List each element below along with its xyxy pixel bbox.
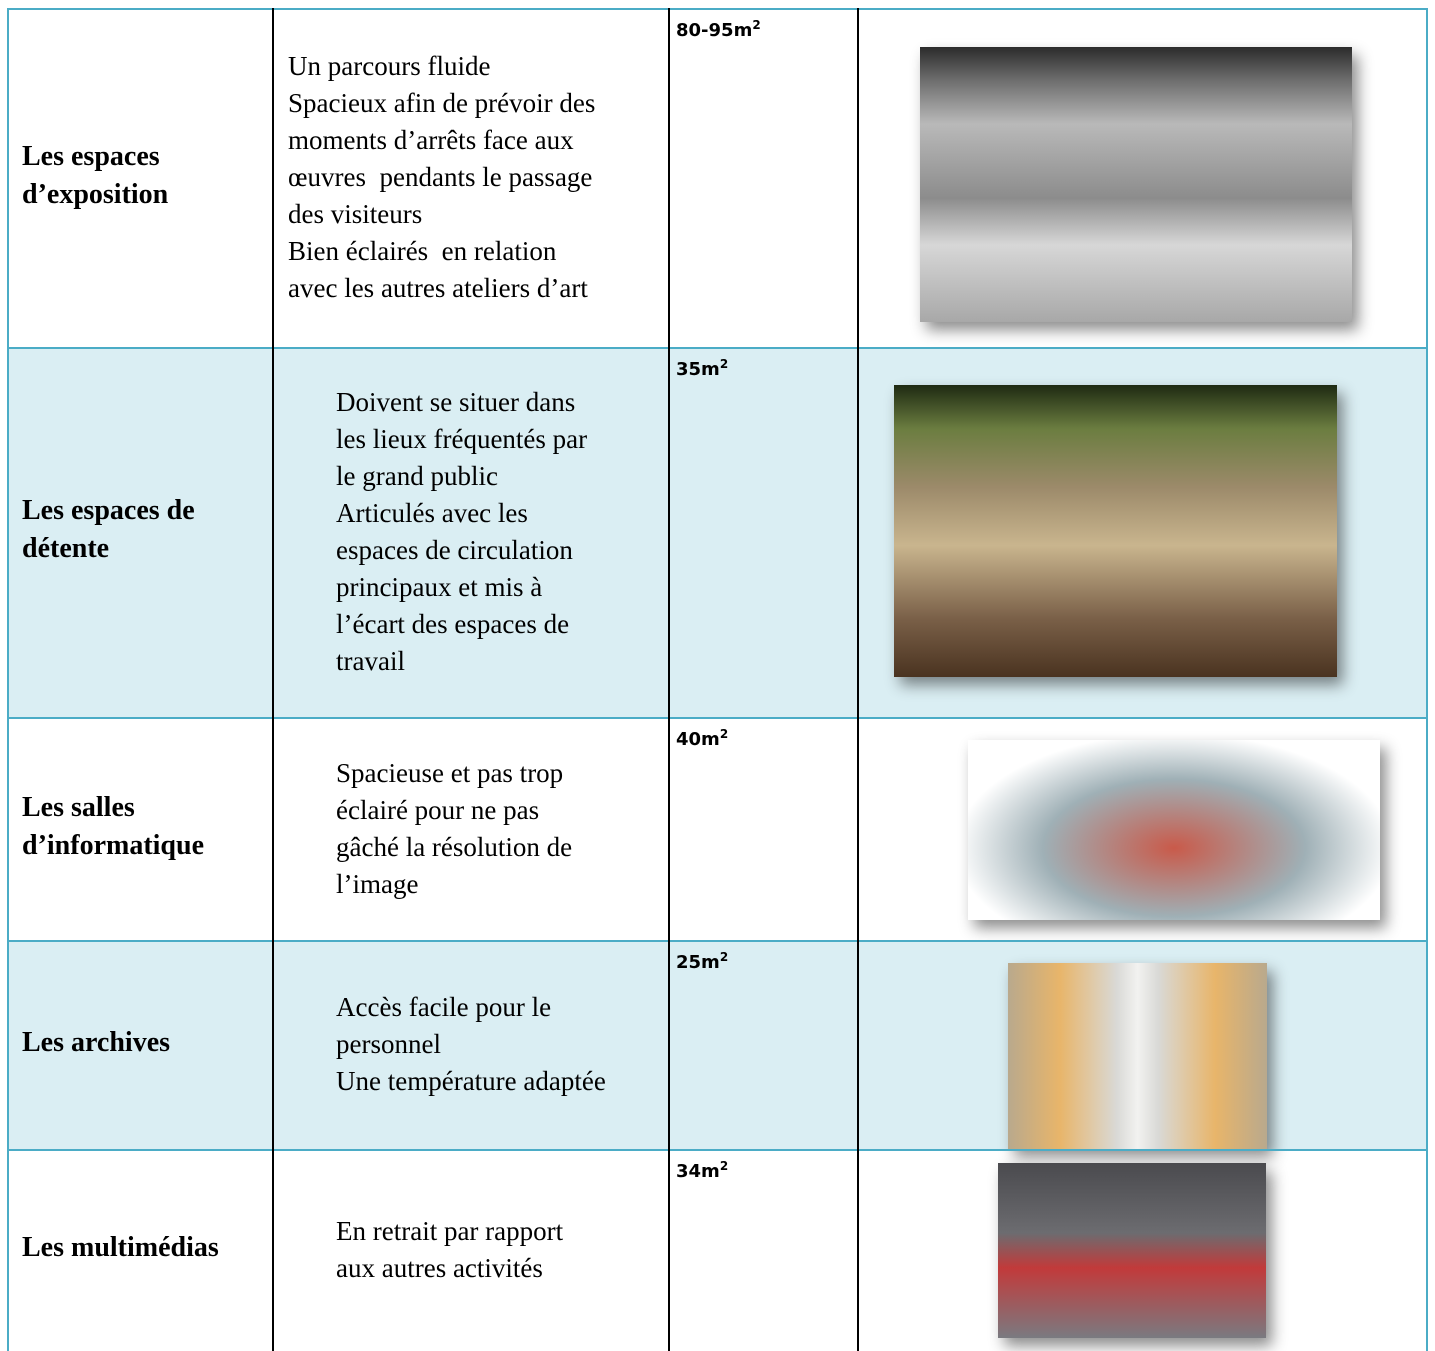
area-exponent: 2 — [752, 18, 761, 32]
description-line: gâché la résolution de — [336, 831, 573, 862]
row-name: Les archives — [22, 1024, 170, 1062]
description-line: Spacieuse et pas trop — [336, 757, 564, 788]
table-row: Les multimédias En retrait par rapport aux… — [8, 1149, 1427, 1351]
row-name: Les espaces d’exposition — [22, 138, 168, 214]
name-line: détente — [22, 533, 110, 564]
name-line: Les espaces — [22, 140, 160, 172]
name-line: Les salles — [22, 791, 135, 823]
description-line: aux autres activités — [336, 1253, 543, 1283]
name-line: Les multimédias — [22, 1232, 219, 1263]
name-line: d’exposition — [22, 178, 169, 210]
row-area: 34m2 — [676, 1159, 728, 1182]
description-line: Spacieux afin de prévoir des — [288, 88, 596, 118]
row-photo — [894, 385, 1337, 677]
description-line: principaux et mis à — [336, 572, 543, 602]
area-exponent: 2 — [719, 1159, 729, 1173]
area-exponent: 2 — [719, 727, 729, 741]
description-line: Accès facile pour le — [336, 992, 552, 1022]
description-line: moments d’arrêts face aux — [288, 125, 574, 155]
row-description: Un parcours fluide Spacieux afin de prévo… — [288, 48, 595, 307]
row-photo — [998, 1163, 1266, 1338]
row-description: Accès facile pour le personnel Une tempéra… — [336, 989, 606, 1100]
row-description: Spacieuse et pas trop éclairé pour ne pas… — [336, 755, 572, 903]
description-line: En retrait par rapport — [336, 1216, 564, 1246]
description-line: Bien éclairés en relation — [288, 236, 557, 266]
row-name: Les salles d’informatique — [22, 789, 204, 865]
row-description: En retrait par rapport aux autres activit… — [336, 1213, 563, 1287]
column-divider — [857, 8, 859, 1351]
column-divider — [668, 8, 670, 1351]
table-row: Les espaces d’exposition Un parcours fluid… — [8, 8, 1427, 347]
row-area: 35m2 — [676, 357, 728, 380]
column-divider — [272, 8, 274, 1351]
name-line: d’informatique — [22, 829, 204, 861]
description-line: travail — [336, 646, 405, 676]
table-edge — [1426, 8, 1428, 1351]
description-line: œuvres pendants le passage — [288, 162, 593, 192]
table-row: Les salles d’informatique Spacieuse et pas… — [8, 717, 1427, 940]
area-text: 34m — [676, 1161, 720, 1182]
table-edge — [7, 8, 9, 1351]
name-line: Les archives — [22, 1026, 171, 1058]
description-line: les lieux fréquentés par — [336, 424, 588, 454]
area-text: 35m — [676, 359, 720, 380]
row-area: 25m2 — [676, 950, 728, 973]
area-exponent: 2 — [719, 357, 729, 371]
area-text: 25m — [676, 952, 720, 973]
row-name: Les espaces de détente — [22, 492, 195, 568]
row-description: Doivent se situer dans les lieux fréquent… — [336, 384, 587, 680]
row-photo — [1008, 963, 1267, 1149]
description-line: éclairé pour ne pas — [336, 794, 540, 825]
area-text: 80-95m — [676, 20, 753, 41]
description-line: personnel — [336, 1029, 441, 1059]
description-line: avec les autres ateliers d’art — [288, 273, 588, 303]
area-text: 40m — [676, 729, 720, 750]
description-line: l’écart des espaces de — [336, 609, 570, 639]
description-line: Doivent se situer dans — [336, 387, 576, 417]
area-exponent: 2 — [719, 950, 729, 964]
row-area: 80-95m2 — [676, 18, 761, 41]
name-line: Les espaces de — [22, 495, 195, 526]
row-name: Les multimédias — [22, 1229, 219, 1267]
description-line: Une température adaptée — [336, 1066, 606, 1096]
description-line: des visiteurs — [288, 199, 423, 229]
description-line: Articulés avec les — [336, 498, 528, 528]
row-area: 40m2 — [676, 727, 728, 750]
description-line: espaces de circulation — [336, 535, 573, 565]
row-photo — [968, 740, 1380, 920]
description-line: le grand public — [336, 461, 498, 491]
description-line: l’image — [336, 868, 419, 899]
row-photo — [920, 47, 1352, 322]
description-line: Un parcours fluide — [288, 51, 491, 81]
